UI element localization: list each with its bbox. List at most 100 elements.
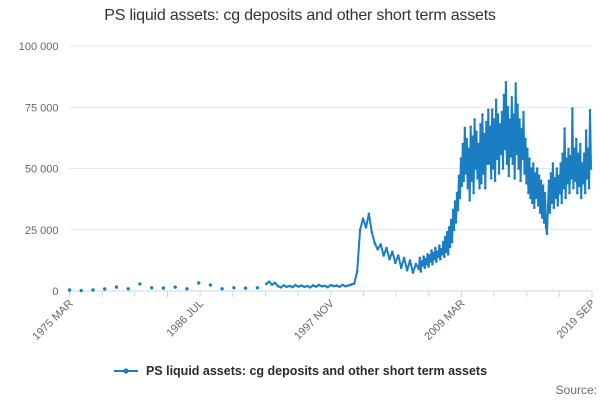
series-point[interactable] [282,284,286,287]
series-point[interactable] [529,196,532,200]
series-point[interactable] [453,200,457,203]
series-point[interactable] [470,179,473,183]
series-point[interactable] [91,288,95,292]
series-point[interactable] [443,235,447,239]
series-point[interactable] [420,260,424,263]
series-point[interactable] [405,268,409,272]
series-point[interactable] [388,257,391,261]
series-point[interactable] [488,125,492,129]
series-point[interactable] [103,287,107,291]
series-point[interactable] [526,147,529,151]
series-point[interactable] [479,123,482,126]
series-point[interactable] [449,218,453,222]
series-point[interactable] [474,167,477,170]
series-point[interactable] [320,285,324,288]
series-point[interactable] [417,267,421,271]
series-point[interactable] [220,287,224,291]
series-point[interactable] [503,147,507,151]
series-point[interactable] [541,184,545,187]
series-point[interactable] [497,172,501,175]
series-point[interactable] [556,204,560,207]
series-point[interactable] [459,157,463,160]
series-point[interactable] [448,245,452,249]
series-point[interactable] [419,270,423,273]
series-point[interactable] [285,285,289,289]
series-point[interactable] [577,152,580,156]
series-point[interactable] [576,191,579,195]
series-point[interactable] [504,81,508,84]
series-point[interactable] [382,254,385,257]
series-point[interactable] [536,204,540,207]
series-point[interactable] [358,228,362,232]
series-point[interactable] [422,255,426,258]
series-point[interactable] [500,110,504,114]
series-point[interactable] [549,172,553,175]
series-point[interactable] [452,228,456,232]
series-point[interactable] [561,152,564,156]
series-point[interactable] [435,260,438,263]
series-point[interactable] [487,108,490,111]
series-point[interactable] [433,257,436,261]
series-point[interactable] [558,191,561,195]
series-point[interactable] [255,286,260,290]
series-point[interactable] [270,283,274,286]
series-point[interactable] [444,250,448,254]
series-point[interactable] [332,284,336,288]
series-point[interactable] [373,241,377,245]
series-point[interactable] [519,179,522,183]
series-point[interactable] [267,280,271,284]
series-point[interactable] [303,285,306,289]
series-point[interactable] [306,284,309,288]
series-point[interactable] [506,106,510,109]
series-point[interactable] [408,259,412,262]
series-point[interactable] [465,137,469,141]
series-point[interactable] [445,230,449,234]
series-point[interactable] [475,130,478,134]
series-point[interactable] [350,283,353,286]
series-point[interactable] [537,174,541,178]
series-point[interactable] [569,155,572,158]
series-point[interactable] [489,177,493,180]
series-point[interactable] [455,191,459,195]
series-point[interactable] [441,253,444,256]
series-point[interactable] [173,285,177,289]
series-point[interactable] [490,108,494,111]
series-point[interactable] [544,226,548,229]
series-point[interactable] [467,147,471,151]
series-point[interactable] [329,283,333,287]
series-point[interactable] [509,155,513,158]
series-point[interactable] [297,285,300,288]
series-point[interactable] [545,232,549,235]
series-point[interactable] [67,288,72,292]
series-point[interactable] [527,191,530,195]
series-point[interactable] [521,157,524,160]
series-point[interactable] [323,284,327,288]
series-point[interactable] [421,264,425,267]
series-point[interactable] [442,240,445,244]
series-point[interactable] [550,201,554,205]
series-point[interactable] [535,167,539,170]
series-point[interactable] [460,184,464,187]
series-point[interactable] [513,177,516,180]
series-point[interactable] [279,286,283,289]
series-point[interactable] [361,217,365,220]
series-point[interactable] [522,110,525,114]
series-point[interactable] [563,127,566,130]
series-point[interactable] [512,113,515,116]
series-point[interactable] [568,191,571,195]
series-point[interactable] [399,266,403,270]
series-point[interactable] [507,174,511,178]
series-point[interactable] [566,181,569,185]
series-point[interactable] [294,283,297,287]
series-point[interactable] [391,250,394,254]
series-point[interactable] [264,282,268,286]
series-point[interactable] [477,142,480,146]
legend-item[interactable]: PS liquid assets: cg deposits and other … [113,364,487,378]
series-point[interactable] [424,257,428,261]
series-point[interactable] [402,256,406,260]
series-point[interactable] [580,162,584,165]
series-point[interactable] [456,208,460,212]
series-point[interactable] [426,253,429,256]
series-point[interactable] [539,179,543,183]
series-point[interactable] [578,184,581,187]
